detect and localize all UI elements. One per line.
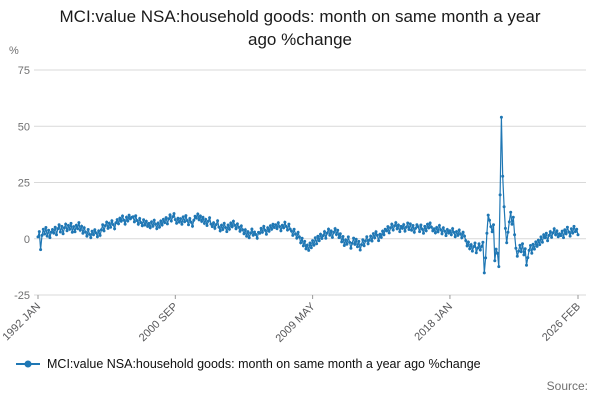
svg-text:2000 SEP: 2000 SEP bbox=[137, 301, 181, 345]
y-axis-unit-label: % bbox=[9, 45, 19, 57]
legend: MCI:value NSA:household goods: month on … bbox=[16, 357, 481, 371]
data-series-markers bbox=[36, 115, 580, 275]
legend-label: MCI:value NSA:household goods: month on … bbox=[47, 357, 481, 371]
chart-title: MCI:value NSA:household goods: month on … bbox=[59, 7, 541, 49]
svg-text:2018 JAN: 2018 JAN bbox=[412, 301, 455, 344]
y-axis-tick-labels: 75 50 25 0 -25 bbox=[14, 65, 30, 302]
svg-text:75: 75 bbox=[18, 65, 30, 77]
svg-text:-25: -25 bbox=[14, 290, 30, 302]
gridlines bbox=[34, 69, 586, 296]
svg-text:2026 FEB: 2026 FEB bbox=[540, 301, 583, 344]
legend-dot-icon bbox=[24, 360, 32, 368]
source-label: Source: bbox=[546, 379, 588, 393]
svg-text:50: 50 bbox=[18, 121, 30, 133]
legend-line-marker bbox=[16, 360, 40, 368]
x-axis-ticks bbox=[37, 295, 579, 299]
svg-text:0: 0 bbox=[24, 234, 30, 246]
svg-text:1992 JAN: 1992 JAN bbox=[0, 301, 43, 344]
svg-text:2009 MAY: 2009 MAY bbox=[274, 300, 319, 345]
svg-text:25: 25 bbox=[18, 178, 30, 190]
x-axis-tick-labels: 1992 JAN 2000 SEP 2009 MAY 2018 JAN 2026 FEB bbox=[0, 300, 583, 345]
